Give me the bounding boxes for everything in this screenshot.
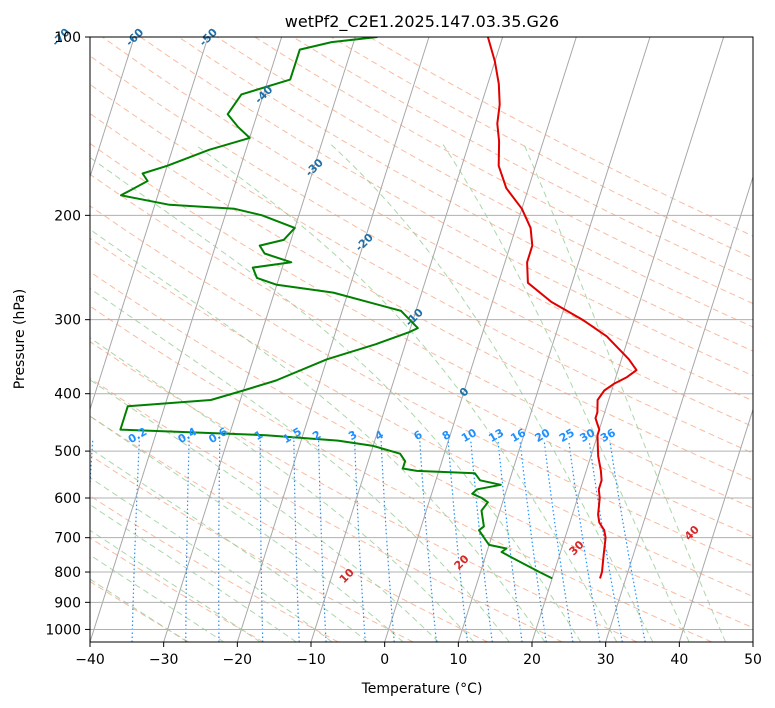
dry-adiabat	[292, 37, 753, 282]
isotherm	[531, 37, 725, 642]
y-tick-label: 900	[54, 595, 81, 611]
y-tick-label: 100	[54, 30, 81, 46]
dry-adiabat	[90, 112, 753, 481]
dry-adiabat	[254, 37, 753, 305]
mixing-ratio-line	[419, 440, 437, 642]
dry-adiabat	[216, 37, 753, 328]
mixing-ratio-line	[354, 440, 366, 642]
dry-adiabat	[90, 83, 753, 454]
mixing-ratio-line	[497, 440, 523, 642]
mixing-ratio-line	[218, 440, 221, 642]
y-tick-label: 500	[54, 444, 81, 460]
x-tick-label: −30	[149, 652, 179, 668]
dewpoint-line	[119, 37, 553, 580]
y-tick-label: 800	[54, 565, 81, 581]
plot-frame	[89, 36, 754, 643]
isotherm	[678, 407, 753, 642]
dry-adiabat	[369, 37, 753, 237]
mixing-ratio-line	[131, 440, 140, 642]
isotherm	[163, 37, 356, 642]
y-axis-label: Pressure (hPa)	[12, 289, 28, 389]
x-tick-label: 0	[380, 652, 389, 668]
y-tick-label: 1000	[45, 622, 81, 638]
mixing-ratio-line	[609, 440, 646, 642]
isotherm	[236, 37, 430, 642]
pressure-grid	[90, 37, 753, 630]
chart-title: wetPf2_C2E1.2025.147.03.35.G26	[285, 12, 559, 32]
dry-adiabat	[331, 37, 753, 259]
mixing-ratio-line	[470, 440, 493, 642]
x-tick-label: −20	[223, 652, 253, 668]
dry-adiabat	[90, 142, 753, 509]
mixing-ratio-line	[293, 440, 300, 642]
isotherm	[310, 37, 504, 642]
y-tick-label: 700	[54, 531, 81, 547]
isotherm	[457, 37, 651, 642]
isotherm	[90, 37, 135, 179]
x-tick-label: 30	[597, 652, 615, 668]
axis-ticks: −40 −30 −20 −10 0 10 20 30 40 50 100 200 300 400 500 60…	[45, 30, 762, 668]
dry-adiabat	[90, 495, 339, 642]
mixing-ratio-line	[380, 440, 395, 642]
temperature-line	[486, 37, 638, 579]
dry-adiabat	[90, 205, 753, 567]
dry-adiabat	[178, 37, 753, 352]
mixing-ratio-line	[568, 440, 601, 642]
isotherm	[605, 175, 753, 642]
x-tick-label: −40	[75, 652, 105, 668]
mixing-ratio-line	[447, 440, 469, 642]
x-tick-label: 50	[744, 652, 762, 668]
dry-adiabat	[90, 377, 563, 642]
profile-lines	[119, 37, 638, 580]
mixing-ratio-line	[259, 440, 264, 642]
isotherm	[384, 37, 577, 642]
x-tick-label: −10	[296, 652, 326, 668]
dry-adiabat	[90, 341, 638, 642]
x-tick-label: 10	[449, 652, 467, 668]
isotherm	[90, 37, 209, 412]
dry-adiabat	[90, 237, 753, 598]
mixing-ratio-line	[519, 440, 547, 642]
x-tick-label: 40	[670, 652, 688, 668]
mixing-ratio-line	[185, 440, 190, 642]
dry-adiabat	[90, 173, 753, 538]
mixing-ratio-line	[543, 440, 574, 642]
y-tick-label: 300	[54, 313, 81, 329]
dry-adiabat	[140, 37, 753, 377]
y-tick-label: 600	[54, 491, 81, 507]
x-tick-label: 20	[523, 652, 541, 668]
dry-adiabat	[90, 55, 753, 428]
mixing-ratio-line	[588, 440, 623, 642]
x-axis-label: Temperature (°C)	[361, 681, 483, 697]
y-tick-label: 400	[54, 387, 81, 403]
mixing-ratio-line	[318, 440, 327, 642]
y-tick-label: 200	[54, 208, 81, 224]
